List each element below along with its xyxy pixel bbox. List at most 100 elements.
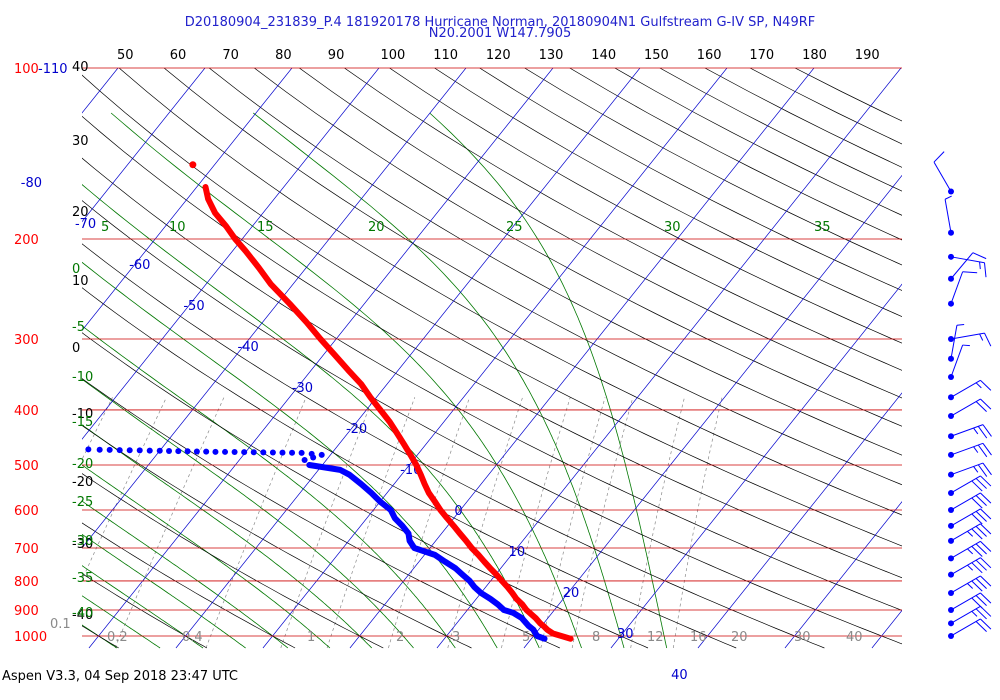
moist-adiabat-line <box>228 635 246 649</box>
dry-adiabat-top-label: 70 <box>222 48 239 63</box>
isotherm-line <box>262 68 728 649</box>
moist-adiabat-line <box>359 635 373 649</box>
wind-barb-staff <box>950 605 981 624</box>
mixing-ratio-label: 0.4 <box>182 630 203 645</box>
dry-adiabat-top-label: 170 <box>749 48 774 63</box>
dewpoint-point <box>96 446 103 453</box>
moist-adiabat-line <box>0 428 12 636</box>
isotherm-label: 30 <box>617 627 634 642</box>
wind-barb-half-flag <box>956 323 965 326</box>
wind-barb <box>948 379 992 401</box>
moist-adiabat-line <box>576 635 582 649</box>
wind-barb <box>933 151 954 195</box>
dry-adiabat-top-label: 150 <box>644 48 669 63</box>
wind-barb <box>948 508 992 529</box>
wind-barb-staff <box>950 271 964 304</box>
wind-barb-half-flag <box>973 427 979 435</box>
wind-barb-staff <box>944 199 952 233</box>
dry-adiabat-line <box>82 378 560 649</box>
wind-barb-flag <box>975 559 987 571</box>
moist-adiabat-line <box>253 112 621 637</box>
moist-adiabat-label: -35 <box>72 571 93 586</box>
wind-barb-flag <box>971 480 983 492</box>
wind-barb-flag <box>977 426 988 439</box>
isotherm-label: 20 <box>563 586 580 601</box>
dry-adiabat-top-label: 130 <box>539 48 564 63</box>
wind-barb-half-flag <box>944 195 952 200</box>
isotherm-line <box>82 68 380 440</box>
isotherm-line <box>871 609 902 649</box>
wind-barb-staff <box>950 508 981 527</box>
dewpoint-point <box>184 448 191 455</box>
dry-adiabat-line <box>82 522 296 649</box>
wind-barb <box>948 540 992 562</box>
wind-barb-flag <box>980 508 992 520</box>
isotherm-line <box>82 68 206 223</box>
wind-barb-flag <box>982 424 992 437</box>
wind-barb-flag <box>980 523 992 535</box>
dry-adiabat-left-label: 10 <box>72 274 89 289</box>
wind-barb-staff <box>950 424 984 437</box>
mixing-ratio-label: 8 <box>592 630 600 645</box>
mixing-ratio-label: 40 <box>846 630 863 645</box>
dry-adiabat-top-label: 50 <box>117 48 134 63</box>
dewpoint-trace-lower <box>306 462 548 642</box>
moist-adiabat-line <box>429 112 665 637</box>
mixing-ratio-line <box>630 397 685 649</box>
wind-barb-half-flag <box>973 446 979 453</box>
wind-barb <box>948 344 970 381</box>
pressure-tick-label: 800 <box>14 575 39 590</box>
moist-adiabat-line <box>82 464 317 637</box>
dry-adiabat-line <box>569 68 902 241</box>
pressure-tick-label: 200 <box>14 233 39 248</box>
wind-barb-flag <box>971 497 983 509</box>
dry-adiabat-line <box>82 74 902 547</box>
wind-barb-flag <box>975 543 987 555</box>
moist-adiabat-label: -30 <box>72 534 93 549</box>
wind-barb-staff <box>950 575 981 594</box>
isotherm-label: -50 <box>183 299 204 314</box>
moist-adiabat-line <box>141 635 161 649</box>
wind-barb-flag <box>975 595 987 606</box>
dewpoint-point <box>241 449 248 456</box>
pressure-tick-label: 700 <box>14 542 39 557</box>
wind-barb-half-flag <box>967 583 974 589</box>
pressure-tick-label: 500 <box>14 459 39 474</box>
moist-adiabat-line <box>489 635 498 649</box>
wind-barb-flag <box>971 545 983 557</box>
dewpoint-point <box>175 448 182 455</box>
dry-adiabat-top-label: 80 <box>275 48 292 63</box>
wind-barb-flag <box>975 495 987 506</box>
wind-barb-staff <box>950 462 984 476</box>
dry-adiabat-line <box>82 243 825 649</box>
isotherm-label: 40 <box>671 668 688 683</box>
wind-barb <box>948 475 992 496</box>
dry-adiabat-top-label: 160 <box>697 48 722 63</box>
mixing-ratio-line <box>114 397 225 649</box>
temperature-profile <box>189 161 574 642</box>
dry-adiabat-top-label: 190 <box>855 48 880 63</box>
dry-adiabat-left-label: 0 <box>72 341 80 356</box>
moist-adiabat-line <box>533 635 540 649</box>
dewpoint-point <box>279 449 286 456</box>
moist-adiabat-line <box>82 378 404 637</box>
wind-barb-staff <box>950 256 985 264</box>
moist-adiabat-line <box>82 533 230 637</box>
mixing-ratio-label: 2 <box>396 630 404 645</box>
wind-barb-staff <box>950 618 981 637</box>
isotherm-label: 0 <box>454 504 462 519</box>
pressure-tick-label: 600 <box>14 504 39 519</box>
dry-adiabat-left-label: 20 <box>72 205 89 220</box>
wind-barb-flag <box>980 592 992 604</box>
isotherm-line <box>523 174 902 649</box>
wind-barb <box>948 424 992 440</box>
wind-barb-flag <box>975 525 987 537</box>
dry-adiabat-left-label: -30 <box>72 537 93 552</box>
dry-adiabat-left-label: -20 <box>72 475 93 490</box>
dry-adiabat-line <box>163 68 902 486</box>
wind-barb-half-flag <box>967 548 974 555</box>
software-version-footer: Aspen V3.3, 04 Sep 2018 23:47 UTC <box>2 669 239 684</box>
isotherm-line <box>436 68 902 649</box>
wind-barb-staff <box>950 252 974 280</box>
